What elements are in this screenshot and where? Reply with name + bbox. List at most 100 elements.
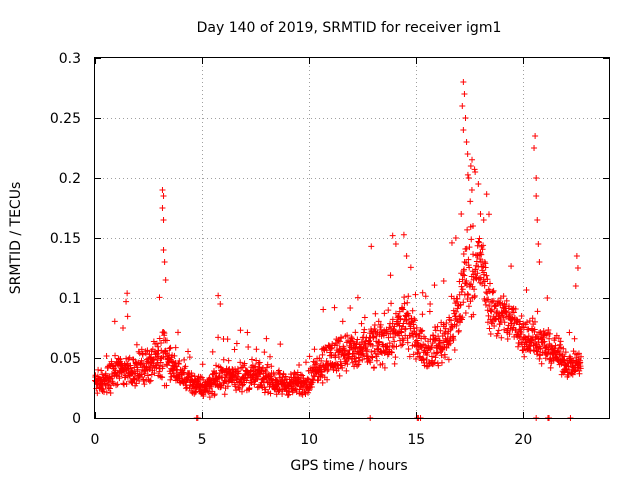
data-point: [154, 350, 161, 357]
data-point: [533, 193, 540, 199]
data-point: [217, 301, 224, 307]
data-point: [516, 321, 523, 328]
data-point: [537, 352, 544, 359]
data-point: [535, 241, 542, 247]
data-point: [467, 298, 474, 305]
data-point: [392, 354, 399, 361]
axis-ticks: [95, 58, 609, 419]
data-point: [572, 283, 579, 289]
data-point: [253, 357, 260, 364]
data-point: [332, 352, 339, 359]
data-point: [458, 288, 465, 295]
data-point: [283, 387, 290, 394]
data-point: [432, 336, 439, 343]
data-point: [496, 299, 503, 306]
data-point: [517, 318, 524, 325]
data-point: [171, 352, 178, 359]
data-point: [547, 355, 554, 362]
data-point: [386, 340, 393, 347]
x-tick-label: 10: [300, 432, 318, 448]
data-point: [452, 235, 459, 241]
data-point: [99, 386, 106, 393]
data-point: [256, 359, 263, 366]
data-point: [306, 353, 313, 360]
data-point: [459, 276, 466, 283]
data-point: [370, 334, 377, 341]
data-point: [358, 320, 365, 327]
x-tick-labels: 0 5 10 15 20: [91, 432, 533, 448]
data-point: [354, 336, 361, 343]
data-point: [474, 242, 481, 249]
data-point: [243, 377, 250, 384]
data-point: [339, 364, 346, 371]
data-point: [478, 251, 485, 258]
data-point: [279, 390, 286, 397]
x-tick-label: 5: [198, 432, 207, 448]
data-point: [401, 300, 408, 307]
data-point: [414, 337, 421, 344]
data-point: [476, 235, 483, 242]
data-point: [282, 373, 289, 380]
data-point: [399, 341, 406, 348]
data-point: [571, 335, 578, 342]
data-point: [273, 391, 280, 398]
data-point: [296, 362, 303, 369]
data-point: [221, 391, 228, 398]
data-point: [469, 156, 476, 163]
data-point: [172, 344, 179, 351]
data-point: [120, 325, 127, 332]
data-point: [384, 351, 391, 358]
data-point: [473, 258, 480, 265]
data-point: [472, 169, 479, 175]
data-point: [403, 253, 410, 259]
data-point: [276, 374, 283, 381]
data-point: [215, 334, 222, 341]
data-point: [526, 343, 533, 350]
data-point: [491, 323, 498, 330]
y-axis-title: SRMTID / TECUs: [8, 182, 24, 295]
data-point: [404, 299, 411, 306]
data-point: [483, 272, 490, 279]
data-point: [108, 375, 115, 382]
data-point: [359, 356, 366, 363]
data-point: [159, 187, 166, 193]
data-point: [560, 356, 567, 363]
data-point: [141, 370, 148, 377]
data-point: [381, 364, 388, 371]
y-tick-labels: 0 0.05 0.1 0.15 0.2 0.25 0.3: [50, 51, 81, 427]
data-point: [480, 217, 487, 223]
data-point: [368, 348, 375, 355]
data-point: [487, 280, 494, 287]
data-point: [285, 392, 292, 399]
data-point: [304, 375, 311, 382]
data-point: [160, 328, 167, 335]
data-point: [163, 337, 170, 344]
data-point: [534, 217, 541, 223]
data-point: [375, 318, 382, 325]
x-axis-title: GPS time / hours: [290, 458, 407, 474]
data-point: [271, 371, 278, 378]
data-point: [312, 361, 319, 368]
data-point: [486, 302, 493, 309]
x-tick-label: 20: [514, 432, 532, 448]
data-point: [397, 315, 404, 322]
data-point: [483, 191, 490, 198]
data-point: [279, 374, 286, 381]
data-point: [209, 388, 216, 395]
data-point: [450, 337, 457, 344]
data-point: [555, 335, 562, 342]
data-point: [438, 352, 445, 359]
data-point: [525, 333, 532, 340]
data-point: [205, 389, 212, 396]
data-point: [434, 323, 441, 330]
data-point: [416, 353, 423, 360]
data-point: [442, 325, 449, 332]
data-point: [471, 294, 478, 301]
data-point: [239, 382, 246, 389]
data-point: [161, 330, 168, 337]
data-point: [488, 299, 495, 306]
data-point: [486, 325, 493, 332]
data-point: [485, 296, 492, 303]
data-point: [577, 365, 584, 372]
data-point: [460, 299, 467, 306]
